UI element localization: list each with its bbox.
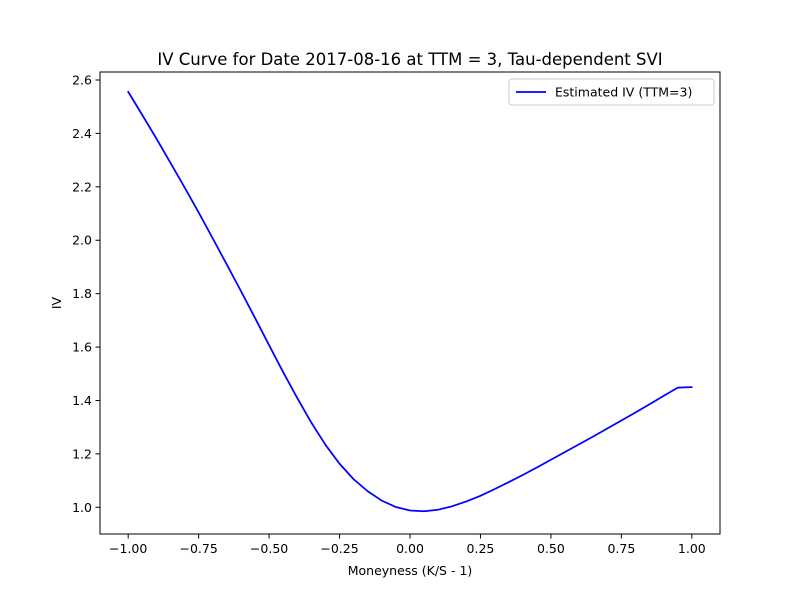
y-axis-label: IV bbox=[49, 296, 64, 309]
x-tick-label: 0.50 bbox=[537, 541, 565, 556]
x-axis-label: Moneyness (K/S - 1) bbox=[348, 563, 473, 578]
y-axis: 1.0 1.2 1.4 1.6 1.8 2.0 2.2 2.4 2.6 bbox=[72, 73, 100, 515]
y-tick-label: 1.8 bbox=[72, 286, 92, 301]
series-line-estimated-iv bbox=[127, 90, 693, 513]
legend: Estimated IV (TTM=3) bbox=[508, 78, 715, 106]
legend-box bbox=[508, 78, 715, 106]
legend-label: Estimated IV (TTM=3) bbox=[555, 85, 692, 100]
y-tick-label: 1.2 bbox=[72, 446, 92, 461]
x-tick-label: −1.00 bbox=[109, 541, 147, 556]
y-tick-label: 2.2 bbox=[72, 179, 92, 194]
x-axis: −1.00 −0.75 −0.50 −0.25 0.00 0.25 0.50 0.75 1.00 bbox=[109, 534, 706, 556]
y-tick-label: 2.6 bbox=[72, 73, 92, 88]
x-tick-label: −0.75 bbox=[179, 541, 217, 556]
y-tick-label: 1.6 bbox=[72, 340, 92, 355]
x-tick-label: −0.50 bbox=[250, 541, 288, 556]
y-tick-label: 2.4 bbox=[72, 126, 92, 141]
x-tick-label: 0.25 bbox=[467, 541, 495, 556]
y-tick-label: 1.4 bbox=[72, 393, 92, 408]
x-tick-label: 1.00 bbox=[678, 541, 706, 556]
y-tick-label: 2.0 bbox=[72, 233, 92, 248]
x-tick-label: 0.75 bbox=[607, 541, 635, 556]
y-tick-label: 1.0 bbox=[72, 500, 92, 515]
plot-area bbox=[99, 71, 721, 535]
chart-title: IV Curve for Date 2017-08-16 at TTM = 3,… bbox=[157, 50, 662, 69]
x-tick-label: 0.00 bbox=[396, 541, 424, 556]
x-tick-label: −0.25 bbox=[320, 541, 358, 556]
